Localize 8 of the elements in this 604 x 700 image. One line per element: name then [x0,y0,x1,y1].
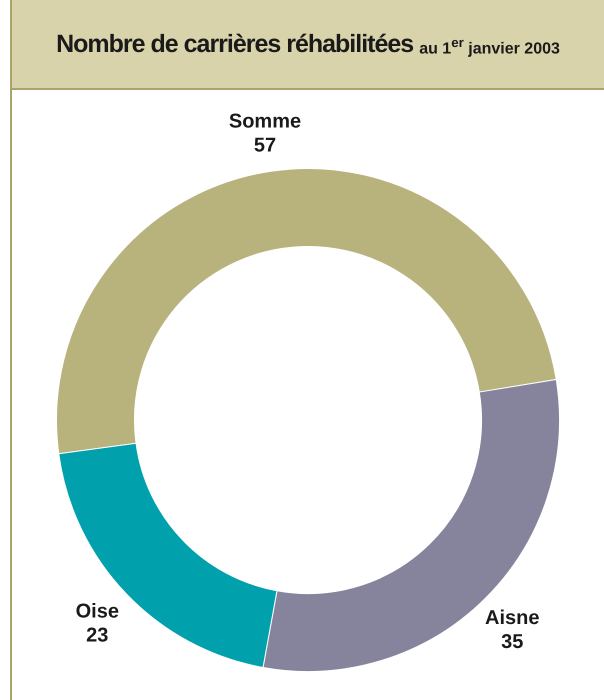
slice-label: Oise [76,600,119,622]
slice-label: Aisne [485,606,540,629]
chart-title: Nombre de carrières réhabilitées [56,30,414,58]
data-label: 57 [254,134,276,157]
chart-subtitle: au 1$^{er}$ janvier 2003 [419,35,560,59]
slice-label: Somme [228,110,302,133]
data-label: 23 [86,624,108,646]
data-label: 35 [501,630,524,653]
